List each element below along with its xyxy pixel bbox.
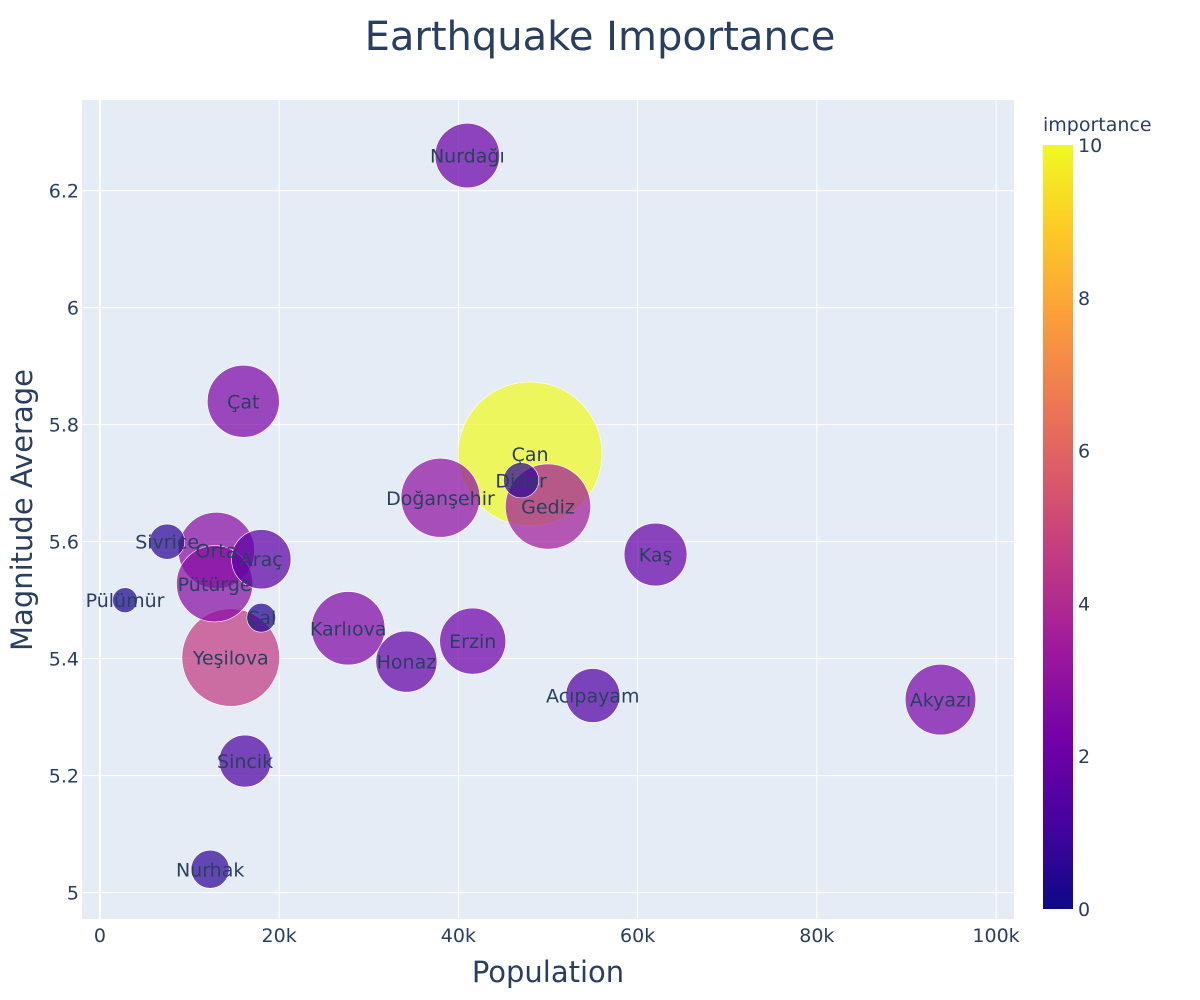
bubble	[207, 364, 280, 438]
x-axis-ticks: 0 20k 40k 60k 80k 100k	[94, 925, 1020, 947]
bubble	[623, 522, 688, 587]
bubble	[190, 849, 230, 889]
colorbar-tick-label: 10	[1078, 135, 1102, 157]
y-tick-label: 5	[67, 883, 79, 905]
colorbar-tick-label: 0	[1078, 899, 1090, 921]
y-tick-label: 5.6	[49, 532, 79, 554]
x-tick-label: 40k	[441, 925, 476, 947]
bubble-label: Orta	[195, 540, 237, 562]
y-tick-label: 5.4	[49, 649, 79, 671]
x-axis-title: Population	[472, 955, 624, 989]
bubble-label: Çat	[227, 391, 259, 413]
chart-title: Earthquake Importance	[365, 14, 836, 60]
bubble-label: Sivrice	[135, 532, 199, 554]
y-axis-title: Magnitude Average	[5, 369, 39, 651]
bubble-label: Dinar	[495, 470, 547, 492]
bubble-label: Pülümür	[86, 590, 165, 612]
x-tick-label: 80k	[799, 925, 834, 947]
bubble-label: Nurdağı	[430, 146, 505, 168]
bubble-label: Doğanşehir	[386, 488, 495, 510]
colorbar: importance 0 2 4 6 8 10	[1043, 114, 1152, 921]
bubble	[375, 630, 438, 693]
bubble-label: Acıpayam	[546, 686, 640, 708]
bubble	[565, 668, 621, 723]
bubble-label: Yeşilova	[192, 648, 269, 670]
bubble-label: Honaz	[377, 652, 437, 674]
colorbar-tick-label: 6	[1078, 441, 1090, 463]
bubble-label: Pütürge	[178, 574, 252, 596]
colorbar-gradient	[1043, 145, 1073, 909]
x-tick-label: 60k	[620, 925, 655, 947]
y-tick-label: 5.2	[49, 766, 79, 788]
bubble-label: Nurhak	[176, 859, 244, 881]
colorbar-tick-label: 8	[1078, 288, 1090, 310]
bubble	[503, 462, 540, 499]
bubble	[218, 734, 272, 788]
bubble-label: Çan	[512, 444, 549, 466]
colorbar-tick-label: 4	[1078, 593, 1090, 615]
y-axis-ticks: 5 5.2 5.4 5.6 5.8 6 6.2	[49, 181, 79, 905]
bubble	[434, 123, 500, 189]
y-tick-label: 6	[67, 298, 79, 320]
y-tick-label: 6.2	[49, 181, 79, 203]
bubble-label: Akyazı	[910, 690, 971, 712]
bubble	[149, 523, 186, 560]
bubble	[231, 529, 292, 590]
bubble-label: Araç	[240, 549, 283, 571]
bubble-label: Karlıova	[310, 618, 387, 640]
bubbles	[112, 123, 977, 889]
bubble	[904, 664, 977, 736]
bubble-label: Kaş	[639, 545, 673, 567]
x-tick-label: 0	[94, 925, 106, 947]
bubble-label: Sincik	[217, 751, 273, 773]
bubble	[311, 591, 386, 666]
colorbar-title: importance	[1043, 114, 1152, 136]
bubble	[400, 458, 481, 538]
y-tick-label: 5.8	[49, 415, 79, 437]
colorbar-tick-label: 2	[1078, 746, 1090, 768]
bubble-label: Gediz	[521, 497, 575, 519]
bubble-label: Erzin	[449, 631, 496, 653]
x-tick-label: 20k	[262, 925, 297, 947]
colorbar-ticks: 0 2 4 6 8 10	[1078, 135, 1102, 921]
bubble-label: Çal	[246, 608, 276, 630]
bubble	[246, 603, 276, 633]
bubble-labels: Nurdağı Çat Çan Dinar Gediz Doğanşehir Sivrice…	[86, 146, 972, 882]
bubble	[112, 587, 138, 613]
x-tick-label: 100k	[972, 925, 1019, 947]
bubble	[439, 607, 507, 675]
